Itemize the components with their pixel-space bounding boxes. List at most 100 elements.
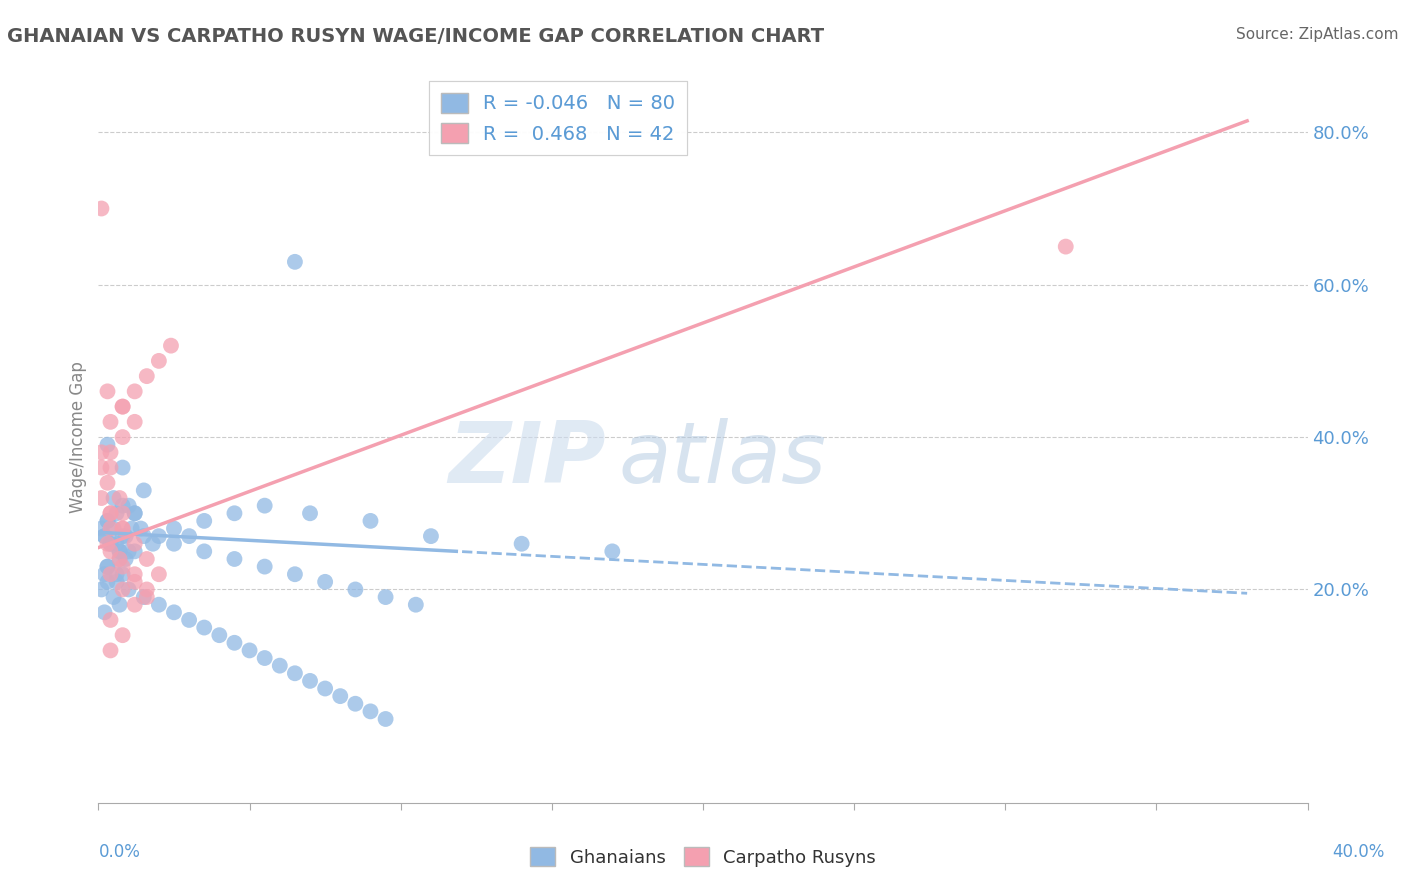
Legend: Ghanaians, Carpatho Rusyns: Ghanaians, Carpatho Rusyns	[523, 840, 883, 874]
Point	[90, 445, 112, 459]
Point	[124, 574, 146, 589]
Point	[420, 529, 443, 543]
Point	[111, 460, 134, 475]
Point	[111, 529, 134, 543]
Point	[96, 559, 118, 574]
Point	[100, 415, 122, 429]
Point	[90, 460, 112, 475]
Point	[179, 529, 201, 543]
Point	[269, 658, 291, 673]
Point	[111, 400, 134, 414]
Point	[93, 529, 115, 543]
Point	[108, 552, 131, 566]
Point	[111, 521, 134, 535]
Point	[253, 499, 276, 513]
Point	[105, 506, 128, 520]
Point	[510, 537, 533, 551]
Point	[344, 697, 367, 711]
Point	[96, 475, 118, 490]
Point	[100, 567, 122, 582]
Point	[96, 574, 118, 589]
Point	[111, 506, 134, 520]
Point	[314, 574, 336, 589]
Point	[108, 598, 131, 612]
Point	[602, 544, 624, 558]
Point	[100, 506, 122, 520]
Point	[163, 537, 186, 551]
Point	[163, 605, 186, 619]
Point	[132, 483, 155, 498]
Point	[108, 491, 131, 505]
Point	[179, 613, 201, 627]
Point	[284, 255, 307, 269]
Text: Source: ZipAtlas.com: Source: ZipAtlas.com	[1236, 27, 1399, 42]
Point	[111, 499, 134, 513]
Point	[160, 338, 183, 352]
Point	[108, 552, 131, 566]
Point	[90, 202, 112, 216]
Text: ZIP: ZIP	[449, 417, 606, 500]
Point	[93, 567, 115, 582]
Point	[100, 544, 122, 558]
Point	[111, 628, 134, 642]
Point	[124, 598, 146, 612]
Text: 0.0%: 0.0%	[98, 843, 141, 861]
Point	[132, 529, 155, 543]
Point	[111, 521, 134, 535]
Point	[111, 400, 134, 414]
Point	[374, 590, 396, 604]
Point	[148, 567, 170, 582]
Point	[135, 582, 157, 597]
Point	[100, 445, 122, 459]
Point	[253, 559, 276, 574]
Legend: R = -0.046   N = 80, R =  0.468   N = 42: R = -0.046 N = 80, R = 0.468 N = 42	[429, 81, 688, 155]
Point	[96, 559, 118, 574]
Point	[344, 582, 367, 597]
Point	[135, 369, 157, 384]
Point	[114, 529, 136, 543]
Point	[105, 567, 128, 582]
Text: GHANAIAN VS CARPATHO RUSYN WAGE/INCOME GAP CORRELATION CHART: GHANAIAN VS CARPATHO RUSYN WAGE/INCOME G…	[7, 27, 824, 45]
Point	[360, 514, 382, 528]
Point	[100, 537, 122, 551]
Point	[1054, 239, 1077, 253]
Point	[129, 521, 152, 535]
Point	[360, 705, 382, 719]
Point	[148, 354, 170, 368]
Text: atlas: atlas	[619, 417, 827, 500]
Point	[132, 590, 155, 604]
Point	[118, 499, 141, 513]
Point	[148, 529, 170, 543]
Point	[124, 537, 146, 551]
Point	[124, 567, 146, 582]
Point	[299, 673, 322, 688]
Point	[111, 567, 134, 582]
Point	[100, 521, 122, 535]
Point	[284, 567, 307, 582]
Point	[193, 544, 215, 558]
Point	[111, 559, 134, 574]
Point	[90, 491, 112, 505]
Point	[111, 582, 134, 597]
Point	[142, 537, 165, 551]
Point	[224, 636, 246, 650]
Point	[224, 506, 246, 520]
Point	[114, 552, 136, 566]
Point	[124, 506, 146, 520]
Point	[284, 666, 307, 681]
Point	[96, 514, 118, 528]
Point	[118, 544, 141, 558]
Point	[299, 506, 322, 520]
Point	[103, 491, 125, 505]
Point	[96, 384, 118, 399]
Y-axis label: Wage/Income Gap: Wage/Income Gap	[69, 361, 87, 513]
Point	[148, 598, 170, 612]
Point	[100, 537, 122, 551]
Point	[96, 537, 118, 551]
Point	[108, 544, 131, 558]
Point	[124, 544, 146, 558]
Point	[103, 521, 125, 535]
Point	[105, 574, 128, 589]
Point	[329, 689, 352, 703]
Text: 40.0%: 40.0%	[1333, 843, 1385, 861]
